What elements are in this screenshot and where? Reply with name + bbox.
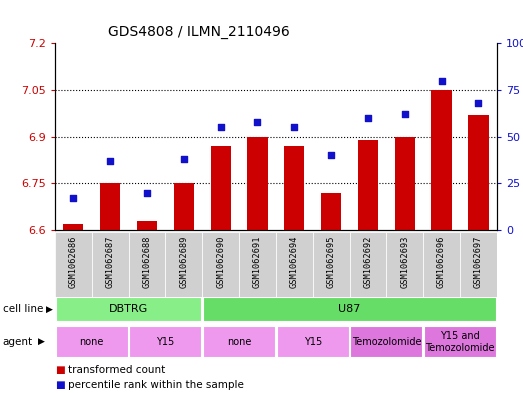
Text: Y15 and
Temozolomide: Y15 and Temozolomide xyxy=(425,331,495,353)
Bar xyxy=(129,326,201,357)
Bar xyxy=(202,232,239,297)
Bar xyxy=(247,136,268,230)
Bar xyxy=(313,232,349,297)
Bar xyxy=(321,193,341,230)
Bar xyxy=(211,146,231,230)
Text: GSM1062693: GSM1062693 xyxy=(400,235,410,288)
Point xyxy=(290,124,299,130)
Bar xyxy=(424,326,496,357)
Text: ■: ■ xyxy=(55,380,65,390)
Point xyxy=(143,189,151,196)
Bar xyxy=(386,232,423,297)
Bar xyxy=(349,232,386,297)
Bar xyxy=(203,326,275,357)
Bar xyxy=(174,183,194,230)
Point xyxy=(217,124,225,130)
Bar xyxy=(100,183,120,230)
Text: none: none xyxy=(79,337,104,347)
Bar xyxy=(460,232,497,297)
Text: GSM1062691: GSM1062691 xyxy=(253,235,262,288)
Text: Temozolomide: Temozolomide xyxy=(351,337,421,347)
Text: DBTRG: DBTRG xyxy=(109,305,148,314)
Bar xyxy=(55,298,201,321)
Text: GDS4808 / ILMN_2110496: GDS4808 / ILMN_2110496 xyxy=(108,26,290,39)
Text: GSM1062687: GSM1062687 xyxy=(106,235,115,288)
Bar xyxy=(165,232,202,297)
Point xyxy=(106,158,115,164)
Text: percentile rank within the sample: percentile rank within the sample xyxy=(68,380,244,390)
Text: U87: U87 xyxy=(338,305,361,314)
Text: none: none xyxy=(227,337,251,347)
Text: ■: ■ xyxy=(55,365,65,375)
Point xyxy=(437,77,446,84)
Text: GSM1062690: GSM1062690 xyxy=(216,235,225,288)
Bar xyxy=(137,220,157,230)
Point xyxy=(327,152,335,158)
Bar xyxy=(284,146,304,230)
Bar xyxy=(277,326,349,357)
Text: GSM1062686: GSM1062686 xyxy=(69,235,78,288)
Text: GSM1062688: GSM1062688 xyxy=(142,235,152,288)
Point xyxy=(401,111,409,117)
Bar xyxy=(276,232,313,297)
Point xyxy=(69,195,77,201)
Text: transformed count: transformed count xyxy=(68,365,165,375)
Text: GSM1062692: GSM1062692 xyxy=(363,235,372,288)
Text: Y15: Y15 xyxy=(303,337,322,347)
Text: ▶: ▶ xyxy=(46,305,53,314)
Point xyxy=(179,156,188,162)
Bar xyxy=(92,232,129,297)
Bar xyxy=(431,90,452,230)
Text: agent: agent xyxy=(3,337,33,347)
Bar xyxy=(203,298,496,321)
Text: GSM1062694: GSM1062694 xyxy=(290,235,299,288)
Bar xyxy=(350,326,423,357)
Bar xyxy=(129,232,165,297)
Point xyxy=(364,115,372,121)
Text: cell line: cell line xyxy=(3,305,43,314)
Bar xyxy=(55,232,92,297)
Text: GSM1062696: GSM1062696 xyxy=(437,235,446,288)
Bar xyxy=(358,140,378,230)
Bar xyxy=(55,326,128,357)
Point xyxy=(253,119,262,125)
Text: GSM1062689: GSM1062689 xyxy=(179,235,188,288)
Text: Y15: Y15 xyxy=(156,337,175,347)
Text: GSM1062695: GSM1062695 xyxy=(327,235,336,288)
Bar xyxy=(423,232,460,297)
Text: GSM1062697: GSM1062697 xyxy=(474,235,483,288)
Text: ▶: ▶ xyxy=(38,337,44,346)
Bar xyxy=(395,136,415,230)
Point xyxy=(474,100,483,106)
Bar xyxy=(63,224,84,230)
Bar xyxy=(468,115,488,230)
Bar xyxy=(239,232,276,297)
